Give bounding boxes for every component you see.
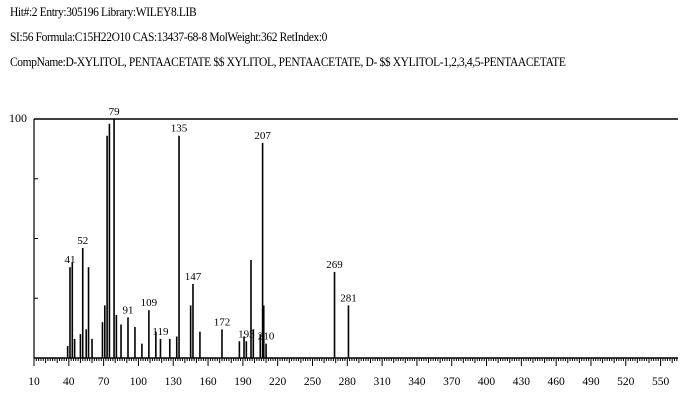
peak-label: 193 bbox=[238, 328, 255, 340]
x-tick-label: 40 bbox=[63, 376, 75, 388]
x-tick-label: 10 bbox=[28, 376, 40, 388]
peak-label: 52 bbox=[77, 235, 88, 247]
x-tick-label: 460 bbox=[548, 376, 566, 388]
x-tick-label: 250 bbox=[304, 376, 322, 388]
peak-label: 91 bbox=[122, 304, 133, 316]
x-tick-label: 340 bbox=[408, 376, 426, 388]
header-formula-info: SI:56 Formula:C15H22O10 CAS:13437-68-8 M… bbox=[10, 30, 328, 44]
peak-label: 210 bbox=[258, 331, 275, 343]
x-tick-label: 280 bbox=[339, 376, 357, 388]
header-hit-info: Hit#:2 Entry:305196 Library:WILEY8.LIB bbox=[10, 5, 197, 19]
x-tick-label: 190 bbox=[234, 376, 252, 388]
peak-label: 147 bbox=[185, 271, 202, 283]
peak-label: 41 bbox=[64, 254, 75, 266]
peak-label: 172 bbox=[214, 316, 231, 328]
x-tick-label: 310 bbox=[373, 376, 391, 388]
x-tick-label: 100 bbox=[130, 376, 148, 388]
peak-label: 281 bbox=[340, 292, 357, 304]
x-tick-label: 70 bbox=[98, 376, 110, 388]
peak-label: 269 bbox=[326, 259, 343, 271]
x-axis-ticks: 10 40 70 100 130 160 190 220 250 280 310 340 370 400 4… bbox=[28, 358, 678, 388]
peak-label: 135 bbox=[171, 123, 188, 135]
x-tick-label: 520 bbox=[617, 376, 635, 388]
x-tick-label: 490 bbox=[582, 376, 600, 388]
x-tick-label: 400 bbox=[478, 376, 496, 388]
x-tick-label: 370 bbox=[443, 376, 461, 388]
peak-label: 119 bbox=[152, 326, 169, 338]
peak-label: 79 bbox=[109, 106, 121, 118]
x-tick-label: 550 bbox=[652, 376, 670, 388]
x-tick-label: 430 bbox=[513, 376, 531, 388]
peak-label: 109 bbox=[141, 297, 158, 309]
peak-label: 207 bbox=[254, 130, 271, 142]
x-tick-label: 220 bbox=[269, 376, 287, 388]
x-tick-label: 130 bbox=[165, 376, 183, 388]
x-tick-label: 160 bbox=[199, 376, 217, 388]
spectrum-peaks bbox=[66, 119, 350, 358]
header-compound-name: CompName:D-XYLITOL, PENTAACETATE $$ XYLI… bbox=[10, 55, 566, 69]
y-tick-label-100: 100 bbox=[9, 111, 27, 125]
